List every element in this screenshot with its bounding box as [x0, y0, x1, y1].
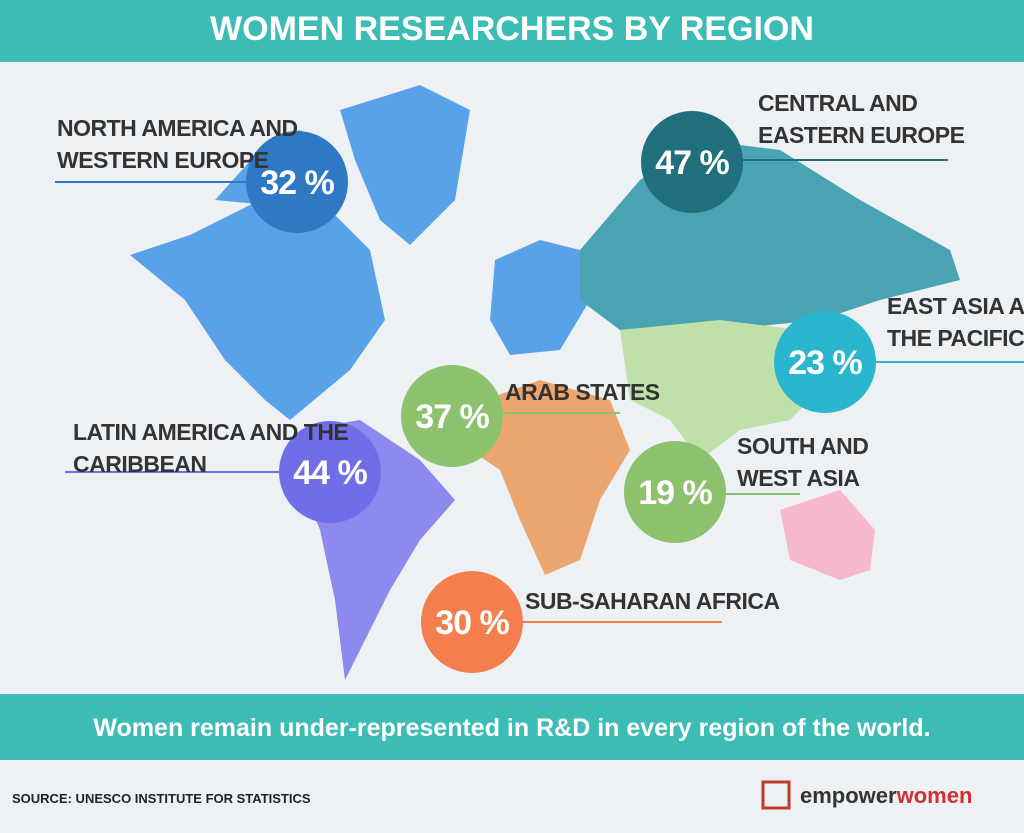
region-bubble — [774, 311, 876, 413]
region-percent: 19 % — [638, 474, 712, 512]
header-band — [0, 0, 1024, 62]
region-bubble — [401, 365, 503, 467]
region-percent: 47 % — [655, 144, 729, 182]
logo-part: empower — [800, 783, 897, 808]
region-percent: 44 % — [293, 454, 367, 492]
region-percent: 30 % — [435, 604, 509, 642]
region-bubble — [641, 111, 743, 213]
logo-part: women — [896, 783, 973, 808]
region-bubble — [624, 441, 726, 543]
region-percent: 23 % — [788, 344, 862, 382]
region-name: EASTERN EUROPE — [758, 122, 965, 148]
region-name: SOUTH AND — [737, 433, 868, 459]
region-name: ARAB STATES — [505, 379, 660, 405]
title: WOMEN RESEARCHERS BY REGION — [210, 10, 814, 48]
region-bubble — [279, 421, 381, 523]
region-name: SUB-SAHARAN AFRICA — [525, 588, 780, 614]
region-percent: 37 % — [415, 398, 489, 436]
region-name: CARIBBEAN — [73, 451, 207, 477]
region-name: LATIN AMERICA AND THE — [73, 419, 348, 445]
region-name: WEST ASIA — [737, 465, 859, 491]
region-name: CENTRAL AND — [758, 90, 917, 116]
logo: empowerwomen — [761, 780, 972, 810]
logo-text: empowerwomen — [800, 783, 972, 808]
region-bubble — [421, 571, 523, 673]
region-name: WESTERN EUROPE — [57, 147, 269, 173]
footer-message: Women remain under-represented in R&D in… — [93, 714, 930, 742]
region-percent: 32 % — [260, 164, 334, 202]
source: SOURCE: UNESCO INSTITUTE FOR STATISTICS — [12, 791, 311, 806]
region-name: EAST ASIA AND — [887, 293, 1024, 319]
region-name: THE PACIFIC — [887, 325, 1024, 351]
region-name: NORTH AMERICA AND — [57, 115, 298, 141]
region-bubble — [246, 131, 348, 233]
footer-band — [0, 694, 1024, 760]
